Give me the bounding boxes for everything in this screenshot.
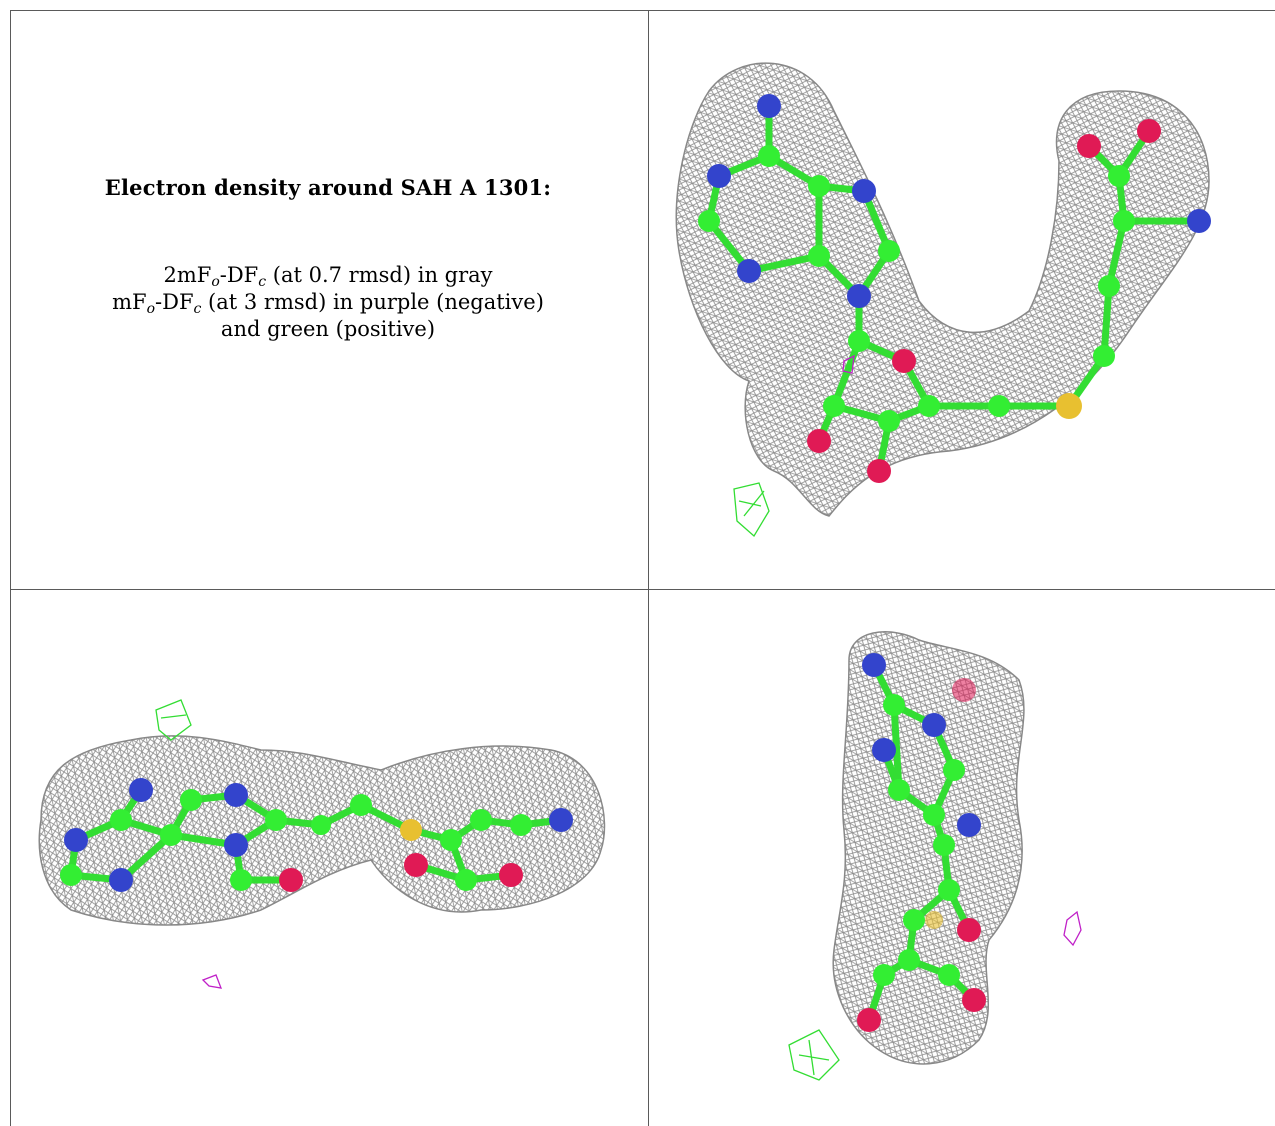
- density-view-bottom-left: [11, 590, 648, 1126]
- table-divider-vertical: [648, 10, 649, 1126]
- sah-atoms: [698, 94, 1211, 483]
- density-image-top-right: [675, 62, 1211, 538]
- electron-density-mesh: [832, 631, 1025, 1065]
- positive-density-blob: [155, 699, 192, 741]
- positive-density-blob: [788, 1029, 840, 1081]
- legend-line-2fofc: 2mFo-DFc (at 0.7 rmsd) in gray: [163, 263, 493, 290]
- electron-density-mesh: [675, 62, 1210, 517]
- negative-density-blob: [1063, 910, 1082, 947]
- caption-title: Electron density around SAH A 1301:: [104, 175, 552, 200]
- negative-density-blob: [201, 974, 223, 989]
- density-view-bottom-right: [649, 590, 1275, 1126]
- positive-density-blob: [733, 482, 770, 538]
- density-view-top-right: [649, 11, 1275, 589]
- caption-legend: 2mFo-DFc (at 0.7 rmsd) in gray mFo-DFc (…: [112, 262, 544, 343]
- legend-line-colors: and green (positive): [220, 317, 436, 341]
- table-border-left: [10, 10, 11, 1126]
- negative-density-blob: [842, 354, 855, 374]
- sah-atoms: [857, 653, 986, 1032]
- density-image-bottom-left: [38, 699, 606, 989]
- density-image-bottom-right: [788, 631, 1082, 1081]
- table-divider-horizontal: [10, 589, 1275, 590]
- caption-cell: Electron density around SAH A 1301: 2mFo…: [10, 10, 646, 588]
- sah-atoms: [60, 778, 573, 892]
- table-border-top: [10, 10, 1275, 11]
- legend-line-fofc: mFo-DFc (at 3 rmsd) in purple (negative): [112, 290, 544, 317]
